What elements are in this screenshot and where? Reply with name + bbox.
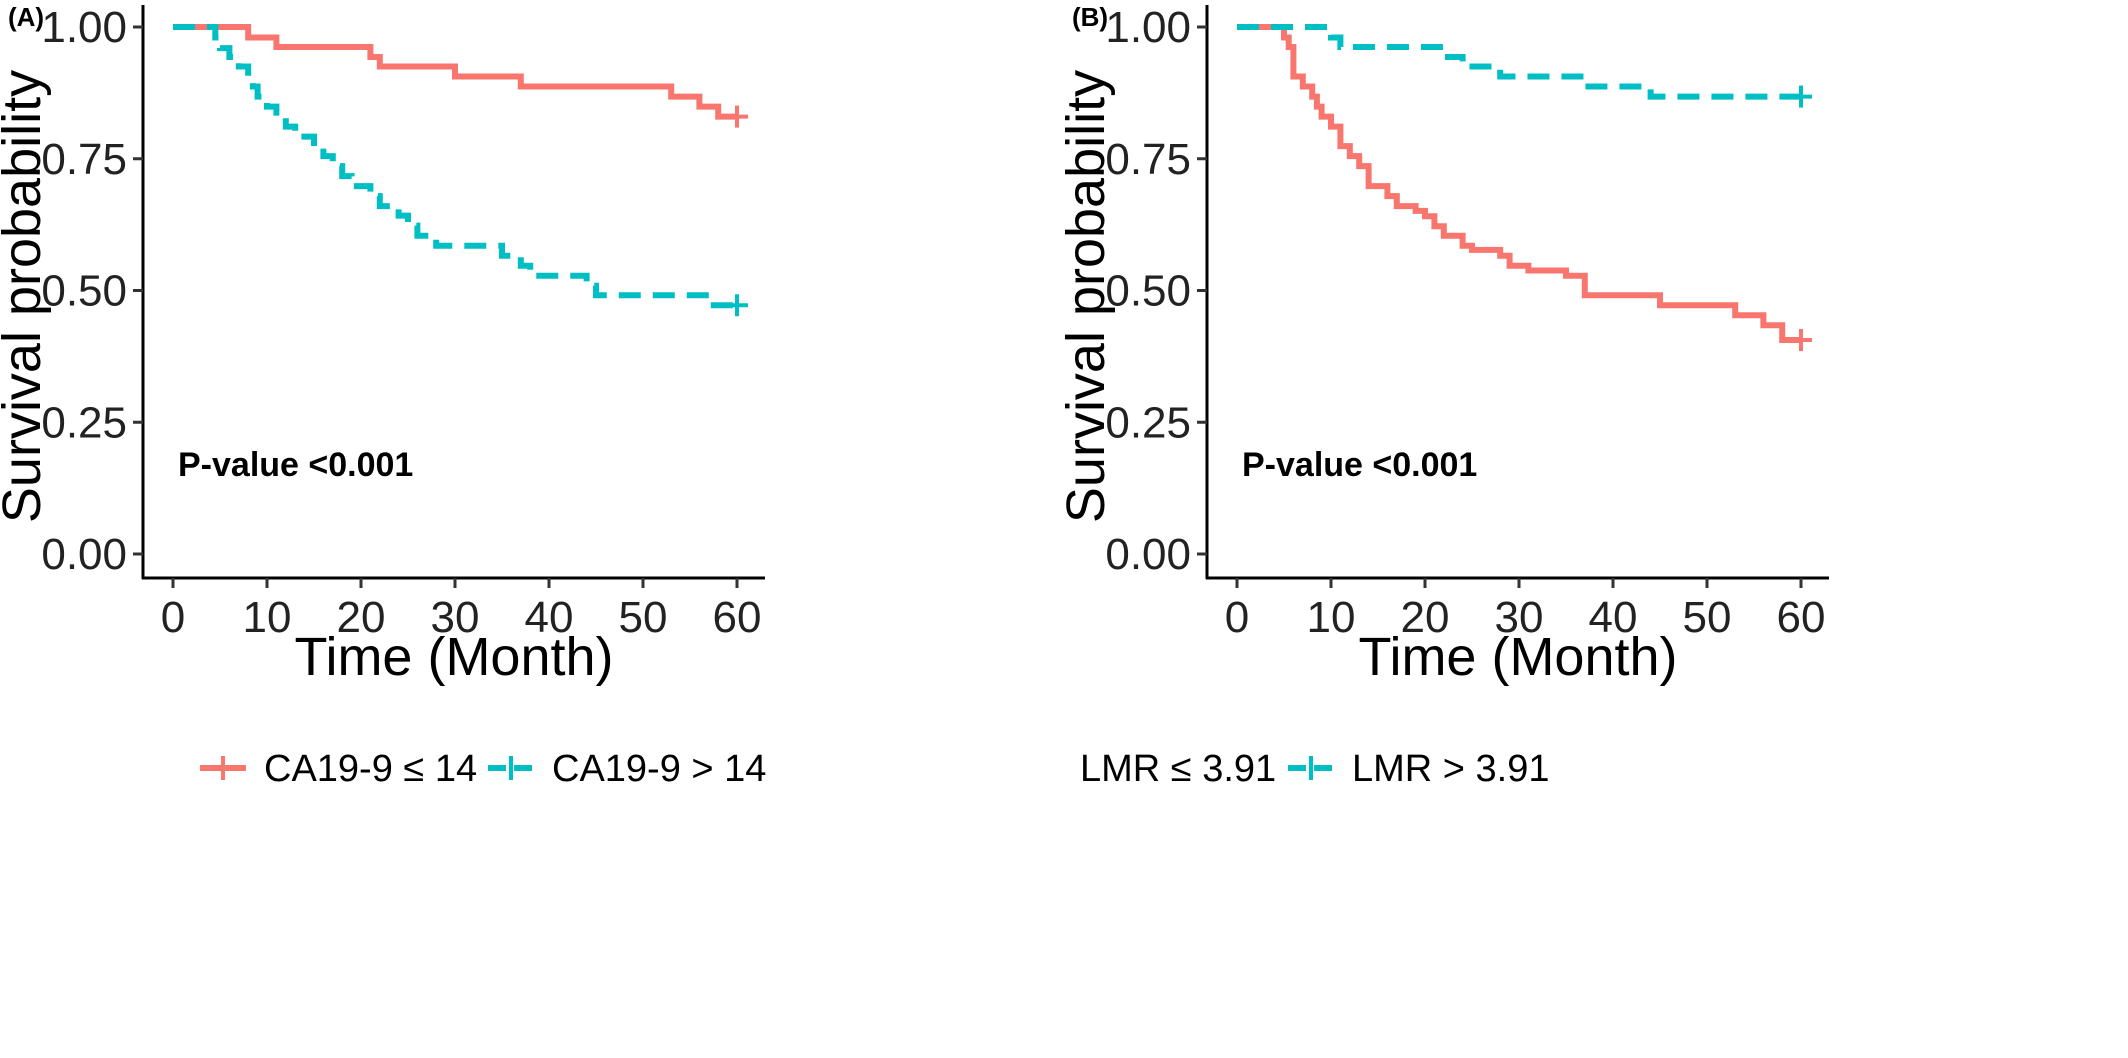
y-axis-title: Survival probability xyxy=(0,70,52,523)
censor-mark xyxy=(726,294,748,317)
km-plot-a: 0.00 0.25 0.50 0.75 1.00 0 10 20 30 40 50 60 Time (M… xyxy=(0,2,766,790)
y-tick-label: 0.75 xyxy=(1105,135,1191,184)
x-tick-label: 20 xyxy=(337,593,386,642)
chart-panel-b: 0.00 0.25 0.50 0.75 1.00 0 10 20 30 40 50 60 Time (M… xyxy=(1064,0,2128,1058)
y-tick-label: 0.50 xyxy=(1105,267,1191,316)
x-tick-label: 20 xyxy=(1401,593,1450,642)
x-tick-label: 30 xyxy=(431,593,480,642)
y-tick-label: 0.75 xyxy=(41,135,127,184)
survival-curve-high xyxy=(173,24,737,309)
legend-label: LMR > 3.91 xyxy=(1352,748,1550,790)
legend-item: CA19-9 ≤ 14 xyxy=(200,748,477,790)
y-axis-title: Survival probability xyxy=(1064,70,1116,523)
y-tick-label: 0.25 xyxy=(1105,398,1191,447)
x-axis-title: Time (Month) xyxy=(294,627,613,687)
survival-curve-low xyxy=(1237,24,1801,344)
legend-item: CA19-9 > 14 xyxy=(488,748,766,790)
censor-mark xyxy=(726,105,748,128)
legend-label: CA19-9 ≤ 14 xyxy=(264,748,477,790)
km-plot-b: 0.00 0.25 0.50 0.75 1.00 0 10 20 30 40 50 60 Time (M… xyxy=(1064,2,1829,790)
x-tick-label: 40 xyxy=(525,593,574,642)
legend-item: LMR ≤ 3.91 xyxy=(1080,748,1276,790)
x-tick-label: 40 xyxy=(1589,593,1638,642)
y-tick-label: 0.00 xyxy=(1105,530,1191,579)
x-tick-label: 10 xyxy=(1307,593,1356,642)
panel-label: (A) xyxy=(8,2,44,32)
survival-curve-high xyxy=(1237,24,1801,100)
censor-mark xyxy=(1790,329,1812,352)
x-tick-label: 0 xyxy=(161,593,185,642)
legend-label: CA19-9 > 14 xyxy=(552,748,766,790)
x-tick-label: 50 xyxy=(619,593,668,642)
legend-item: LMR > 3.91 xyxy=(1288,748,1550,790)
chart-panel-a: 0.00 0.25 0.50 0.75 1.00 0 10 20 30 40 50 60 Time (M… xyxy=(0,2,766,790)
x-tick-label: 10 xyxy=(243,593,292,642)
x-tick-label: 60 xyxy=(713,593,762,642)
x-tick-label: 50 xyxy=(1683,593,1732,642)
x-tick-label: 60 xyxy=(1777,593,1826,642)
p-value-annotation: P-value <0.001 xyxy=(1242,446,1477,484)
y-tick-label: 0.25 xyxy=(41,398,127,447)
y-tick-label: 1.00 xyxy=(1105,3,1191,52)
censor-mark xyxy=(1790,85,1812,108)
y-tick-label: 0.50 xyxy=(41,267,127,316)
x-tick-label: 0 xyxy=(1225,593,1249,642)
panel-label: (B) xyxy=(1072,2,1108,32)
legend-label: LMR ≤ 3.91 xyxy=(1080,748,1276,790)
x-tick-label: 30 xyxy=(1495,593,1544,642)
p-value-annotation: P-value <0.001 xyxy=(178,446,413,484)
y-tick-label: 1.00 xyxy=(41,3,127,52)
y-tick-label: 0.00 xyxy=(41,530,127,579)
survival-curve-low xyxy=(173,24,737,120)
x-axis-title: Time (Month) xyxy=(1358,627,1677,687)
